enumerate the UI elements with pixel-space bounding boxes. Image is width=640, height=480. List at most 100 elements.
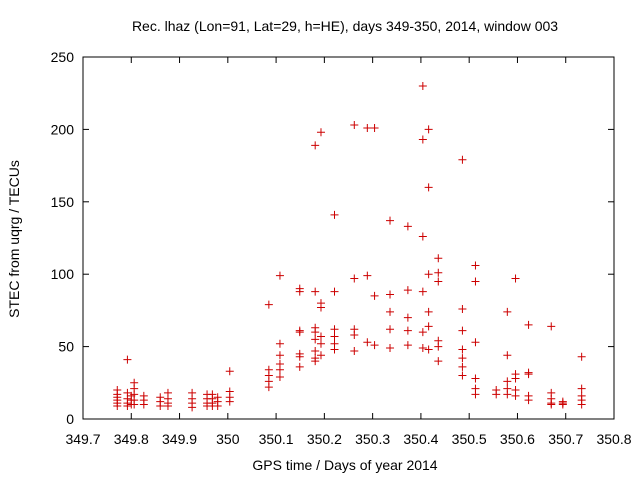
- data-point: [363, 338, 372, 347]
- data-point: [471, 374, 480, 383]
- data-point: [524, 396, 533, 405]
- data-point: [330, 325, 339, 334]
- data-point: [503, 390, 512, 399]
- data-point: [330, 210, 339, 219]
- data-point: [311, 346, 320, 355]
- data-point: [295, 362, 304, 371]
- data-point: [363, 123, 372, 132]
- data-points: [113, 81, 586, 412]
- data-point: [503, 377, 512, 386]
- data-point: [458, 326, 467, 335]
- data-point: [471, 261, 480, 270]
- chart-title: Rec. lhaz (Lon=91, Lat=29, h=HE), days 3…: [132, 18, 558, 34]
- data-point: [458, 362, 467, 371]
- data-point: [434, 342, 443, 351]
- data-point: [503, 351, 512, 360]
- data-point: [503, 307, 512, 316]
- data-point: [458, 354, 467, 363]
- data-point: [524, 370, 533, 379]
- data-point: [275, 339, 284, 348]
- data-point: [311, 335, 320, 344]
- data-point: [275, 365, 284, 374]
- data-point: [350, 121, 359, 130]
- data-point: [577, 352, 586, 361]
- x-tick-label: 350.8: [596, 431, 631, 447]
- data-point: [386, 344, 395, 353]
- data-point: [311, 141, 320, 150]
- data-point: [139, 400, 148, 409]
- data-point: [458, 304, 467, 313]
- data-point: [363, 271, 372, 280]
- data-point: [577, 400, 586, 409]
- data-point: [295, 352, 304, 361]
- data-point: [577, 384, 586, 393]
- data-point: [511, 274, 520, 283]
- y-tick-label: 50: [58, 339, 74, 355]
- data-point: [424, 270, 433, 279]
- data-point: [418, 81, 427, 90]
- axis-ticks: 349.7 349.8 349.9 350 350.1 350.2 350.3 350.4 35…: [51, 49, 632, 447]
- x-tick-label: 350.7: [548, 431, 583, 447]
- data-point: [370, 291, 379, 300]
- data-point: [386, 307, 395, 316]
- data-point: [403, 326, 412, 335]
- data-point: [424, 183, 433, 192]
- data-point: [547, 322, 556, 331]
- data-point: [156, 401, 165, 410]
- data-point: [264, 383, 273, 392]
- x-tick-label: 349.8: [114, 431, 149, 447]
- data-point: [316, 351, 325, 360]
- data-point: [418, 135, 427, 144]
- data-point: [370, 123, 379, 132]
- data-point: [311, 357, 320, 366]
- data-point: [418, 344, 427, 353]
- data-point: [386, 290, 395, 299]
- data-point: [492, 390, 501, 399]
- data-point: [275, 271, 284, 280]
- data-point: [434, 254, 443, 263]
- data-point: [403, 222, 412, 231]
- y-tick-label: 250: [51, 49, 75, 65]
- data-point: [311, 287, 320, 296]
- data-point: [316, 128, 325, 137]
- data-point: [418, 328, 427, 337]
- data-point: [386, 325, 395, 334]
- data-point: [458, 345, 467, 354]
- data-point: [213, 401, 222, 410]
- plot-frame: [82, 56, 615, 420]
- data-point: [275, 351, 284, 360]
- data-point: [424, 307, 433, 316]
- data-point: [403, 286, 412, 295]
- data-point: [418, 232, 427, 241]
- data-point: [130, 400, 139, 409]
- data-point: [350, 331, 359, 340]
- y-tick-label: 150: [51, 194, 75, 210]
- data-point: [558, 400, 567, 409]
- data-point: [225, 367, 234, 376]
- x-tick-label: 350.3: [355, 431, 390, 447]
- x-tick-label: 349.7: [65, 431, 100, 447]
- data-point: [295, 328, 304, 337]
- data-point: [370, 341, 379, 350]
- data-point: [330, 287, 339, 296]
- data-point: [424, 125, 433, 134]
- data-point: [471, 390, 480, 399]
- data-point: [113, 401, 122, 410]
- data-point: [458, 371, 467, 380]
- data-point: [316, 339, 325, 348]
- data-point: [403, 341, 412, 350]
- data-point: [434, 277, 443, 286]
- data-point: [188, 403, 197, 412]
- data-point: [330, 332, 339, 341]
- data-point: [434, 268, 443, 277]
- data-point: [123, 401, 132, 410]
- data-point: [123, 355, 132, 364]
- data-point: [386, 216, 395, 225]
- x-tick-label: 349.9: [162, 431, 197, 447]
- y-tick-label: 0: [66, 411, 74, 427]
- data-point: [225, 397, 234, 406]
- y-axis-label: STEC from uqrg / TECUs: [6, 160, 22, 318]
- data-point: [424, 345, 433, 354]
